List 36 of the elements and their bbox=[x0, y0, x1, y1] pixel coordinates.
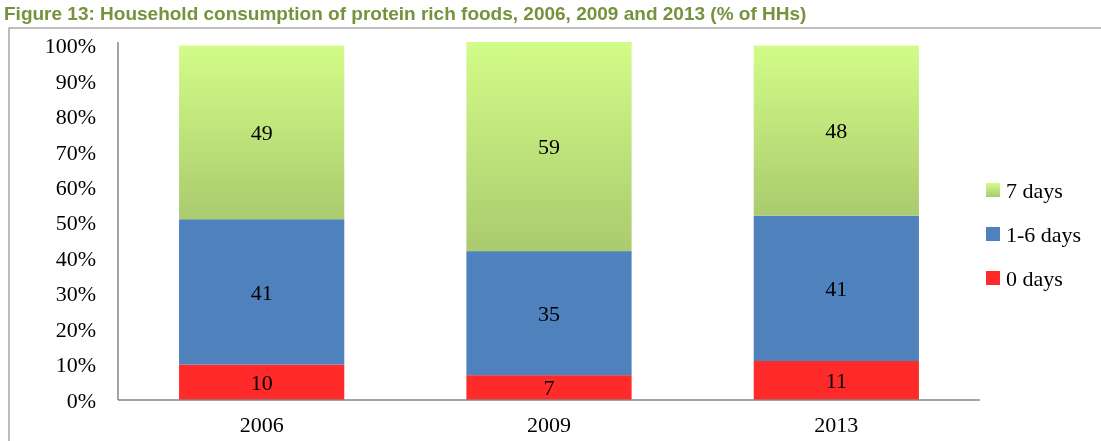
y-tick-label: 20% bbox=[55, 316, 96, 342]
legend-label: 0 days bbox=[1006, 265, 1063, 291]
data-label: 11 bbox=[825, 368, 847, 394]
data-label: 48 bbox=[825, 118, 848, 144]
bar bbox=[753, 45, 919, 216]
bar bbox=[466, 42, 632, 252]
chart-title: Figure 13: Household consumption of protein rich foods, 2006, 2009 and 2013 (% of HHs) bbox=[4, 3, 807, 24]
y-tick-label: 80% bbox=[55, 104, 96, 130]
x-tick-label: 2006 bbox=[239, 412, 284, 437]
legend-label: 1-6 days bbox=[1006, 221, 1082, 247]
y-tick-label: 100% bbox=[44, 33, 96, 59]
bar bbox=[753, 215, 919, 362]
y-tick-label: 0% bbox=[66, 387, 96, 413]
data-label: 49 bbox=[250, 120, 273, 146]
data-label: 10 bbox=[250, 369, 273, 395]
bar bbox=[466, 375, 632, 400]
data-label: 7 bbox=[543, 375, 555, 401]
data-label: 59 bbox=[538, 134, 560, 160]
y-tick-label: 10% bbox=[55, 352, 96, 378]
x-tick-label: 2009 bbox=[527, 412, 571, 437]
data-label: 41 bbox=[825, 276, 848, 302]
bar bbox=[753, 361, 919, 400]
y-tick-label: 30% bbox=[55, 281, 96, 307]
bar bbox=[179, 45, 345, 220]
bar bbox=[466, 251, 632, 376]
x-tick-label: 2013 bbox=[814, 412, 859, 437]
bar bbox=[179, 364, 345, 400]
y-tick-label: 90% bbox=[55, 68, 96, 94]
y-tick-label: 40% bbox=[55, 245, 96, 271]
bar bbox=[179, 219, 345, 365]
y-tick-label: 70% bbox=[55, 139, 96, 165]
legend-label: 7 days bbox=[1006, 177, 1063, 203]
y-tick-label: 50% bbox=[55, 210, 96, 236]
data-label: 41 bbox=[250, 279, 273, 305]
data-label: 35 bbox=[538, 300, 560, 326]
y-tick-label: 60% bbox=[55, 175, 96, 201]
